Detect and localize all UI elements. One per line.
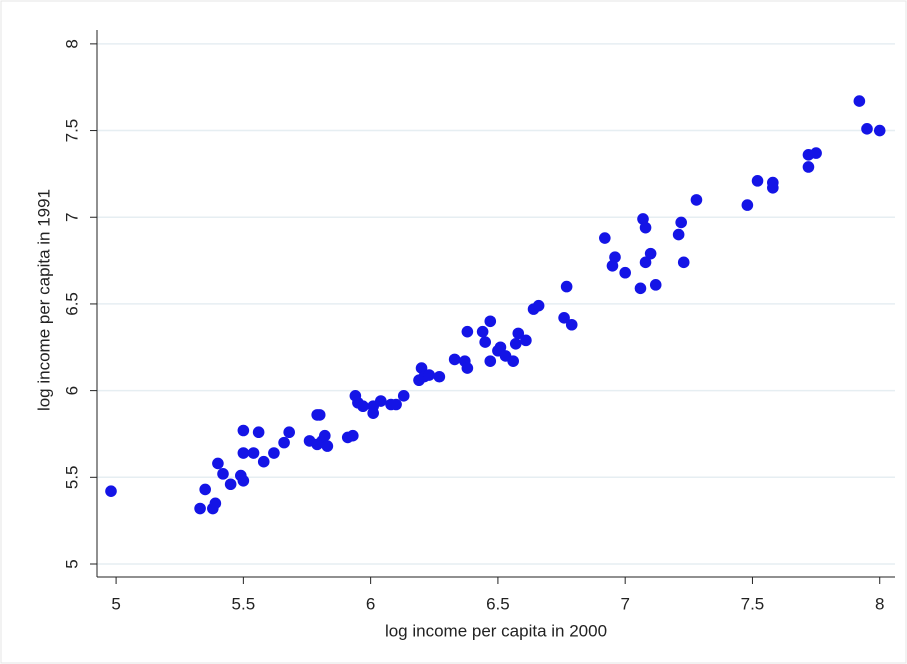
point bbox=[532, 299, 545, 312]
point bbox=[237, 474, 250, 487]
point bbox=[278, 436, 290, 449]
point bbox=[634, 282, 647, 295]
point bbox=[873, 124, 886, 137]
y-tick-label: 7.5 bbox=[62, 119, 81, 143]
point bbox=[268, 447, 280, 459]
point bbox=[853, 95, 866, 107]
point bbox=[237, 424, 250, 437]
x-tick-label: 8 bbox=[875, 594, 884, 613]
y-tick-label: 6 bbox=[62, 386, 81, 395]
point bbox=[461, 325, 474, 338]
x-tick-label: 5 bbox=[111, 594, 120, 613]
x-tick-label: 5.5 bbox=[232, 594, 256, 613]
point bbox=[690, 194, 703, 206]
x-tick-label: 6.5 bbox=[486, 594, 510, 613]
point bbox=[321, 440, 334, 452]
x-axis-label: log income per capita in 2000 bbox=[385, 621, 607, 640]
point bbox=[423, 369, 435, 381]
y-tick-label: 5.5 bbox=[62, 465, 81, 489]
point bbox=[484, 355, 497, 367]
point bbox=[520, 334, 532, 347]
point bbox=[558, 312, 570, 324]
point bbox=[484, 315, 497, 328]
y-tick-label: 5 bbox=[62, 559, 81, 568]
point bbox=[677, 256, 690, 269]
point bbox=[599, 232, 611, 244]
y-tick-label: 8 bbox=[62, 39, 81, 48]
y-axis-label: log income per capita in 1991 bbox=[34, 189, 53, 411]
point bbox=[217, 468, 229, 480]
point bbox=[802, 161, 815, 173]
point bbox=[252, 426, 265, 439]
point bbox=[644, 247, 657, 260]
point bbox=[237, 447, 250, 459]
point bbox=[479, 336, 491, 348]
x-tick-label: 7 bbox=[620, 594, 629, 613]
y-tick-label: 6.5 bbox=[62, 292, 81, 316]
point bbox=[209, 497, 222, 510]
point bbox=[560, 280, 573, 293]
point bbox=[224, 478, 237, 491]
point bbox=[609, 251, 621, 263]
x-tick-label: 6 bbox=[366, 594, 375, 613]
point bbox=[397, 390, 410, 402]
point bbox=[512, 327, 525, 340]
point bbox=[672, 228, 685, 241]
point bbox=[565, 318, 578, 331]
point bbox=[861, 123, 873, 135]
point bbox=[199, 483, 211, 496]
point bbox=[247, 447, 260, 459]
point bbox=[619, 266, 631, 279]
point bbox=[390, 398, 402, 411]
point bbox=[476, 325, 489, 338]
point bbox=[375, 395, 387, 407]
point bbox=[767, 181, 779, 194]
point bbox=[649, 279, 662, 291]
point bbox=[810, 147, 822, 159]
point bbox=[105, 485, 117, 497]
point bbox=[212, 457, 224, 470]
y-tick-label: 7 bbox=[62, 213, 81, 222]
point bbox=[741, 199, 754, 211]
point bbox=[194, 502, 206, 515]
point bbox=[283, 426, 295, 439]
point bbox=[509, 338, 522, 350]
point bbox=[357, 400, 369, 413]
point bbox=[319, 429, 331, 442]
point bbox=[639, 256, 652, 269]
point bbox=[257, 455, 270, 468]
point bbox=[433, 370, 446, 383]
point bbox=[448, 353, 461, 366]
point bbox=[494, 341, 507, 354]
x-tick-label: 7.5 bbox=[741, 594, 765, 613]
point bbox=[675, 216, 687, 229]
point bbox=[461, 362, 474, 374]
point bbox=[347, 429, 359, 442]
point bbox=[751, 175, 764, 187]
point bbox=[507, 355, 519, 367]
point bbox=[639, 221, 652, 234]
point bbox=[313, 409, 326, 421]
